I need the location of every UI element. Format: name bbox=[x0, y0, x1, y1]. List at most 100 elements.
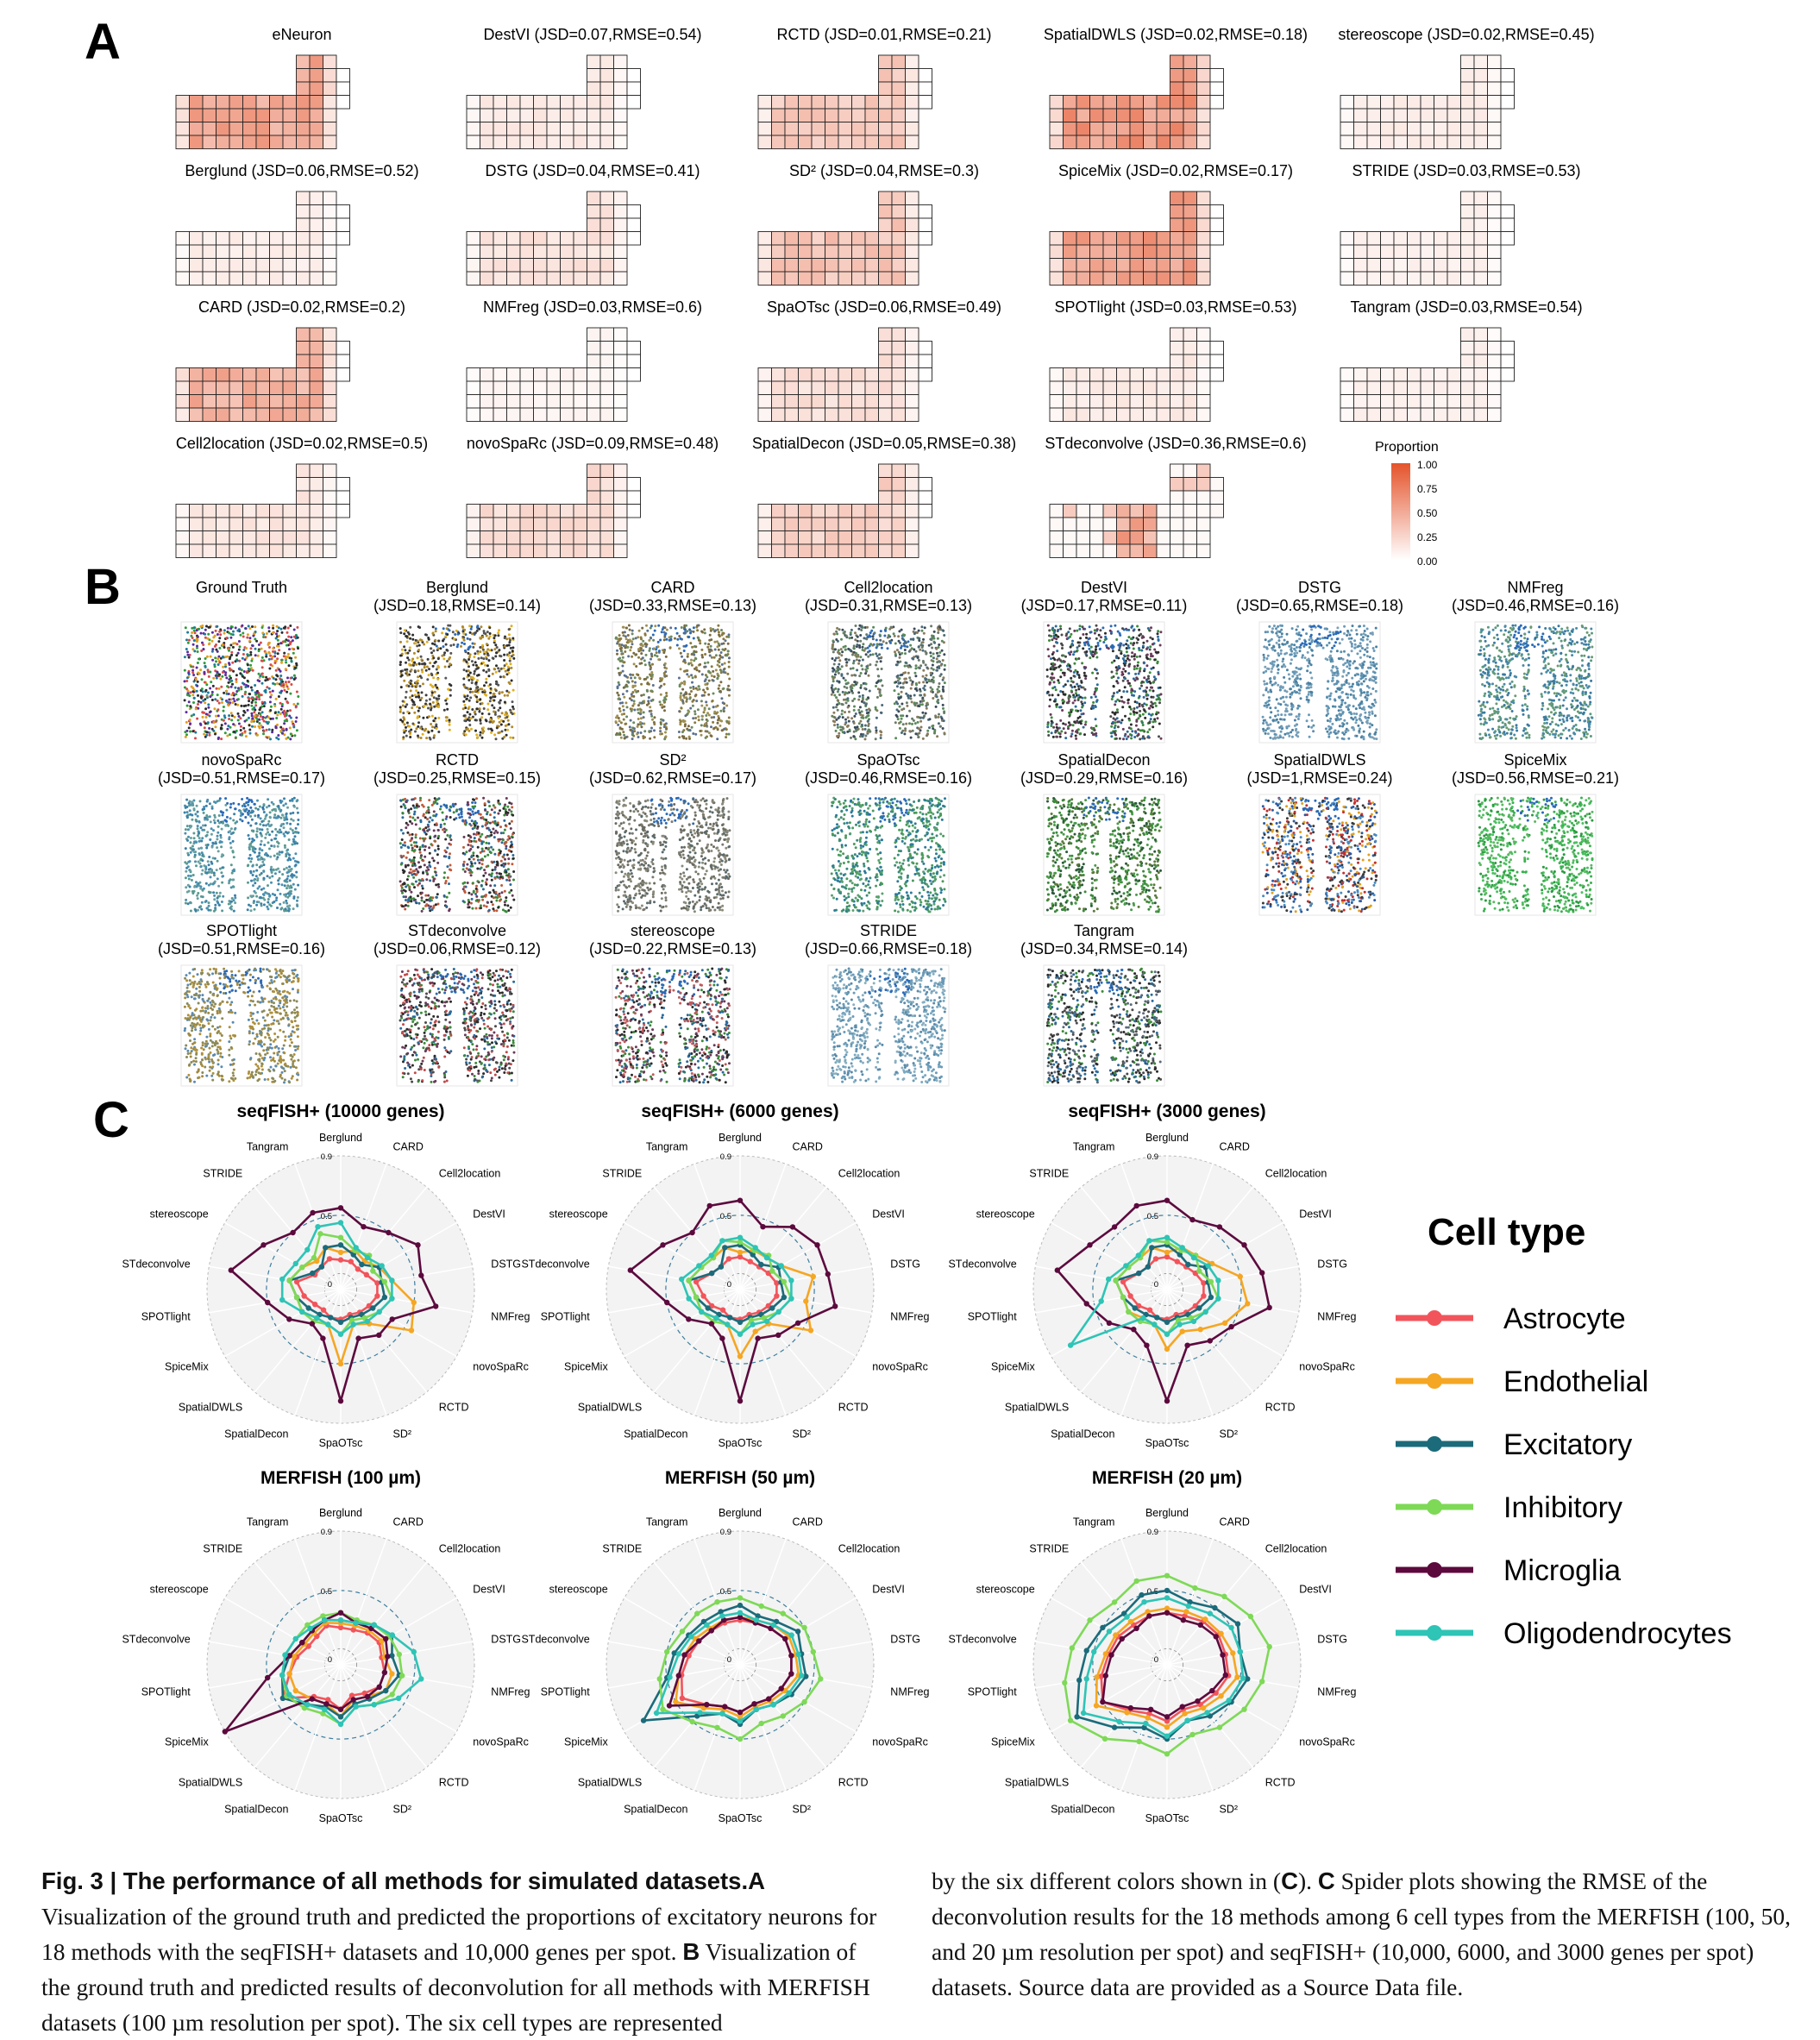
heatmap-cell bbox=[1156, 95, 1170, 110]
cell-dot bbox=[219, 726, 223, 730]
cell-dot bbox=[1146, 627, 1150, 630]
heatmap-cell bbox=[1196, 54, 1211, 69]
cell-dot bbox=[871, 653, 875, 656]
cell-dot bbox=[875, 681, 878, 685]
cell-dot bbox=[1127, 681, 1131, 685]
cell-dot bbox=[862, 716, 865, 719]
heatmap-cell bbox=[587, 122, 601, 136]
cell-dot bbox=[416, 706, 419, 708]
cell-dot bbox=[669, 637, 673, 641]
cell-dot bbox=[279, 679, 283, 681]
cell-dot bbox=[221, 643, 224, 646]
cell-dot bbox=[493, 699, 496, 702]
cell-dot bbox=[844, 644, 847, 648]
heatmap-cell bbox=[613, 407, 628, 422]
heatmap-cell bbox=[1196, 95, 1211, 110]
heatmap-cell bbox=[1116, 244, 1131, 259]
heatmap-cell bbox=[1049, 407, 1064, 422]
cell-dot bbox=[403, 629, 406, 632]
heatmap-cell bbox=[1116, 530, 1131, 545]
cell-dot bbox=[429, 702, 432, 706]
cell-dot bbox=[725, 736, 728, 739]
heatmap-cell bbox=[798, 244, 813, 259]
heatmap-cell bbox=[1460, 204, 1475, 219]
cell-dot bbox=[243, 730, 247, 733]
cell-dot bbox=[1139, 655, 1142, 658]
cell-dot bbox=[710, 725, 712, 729]
cell-dot bbox=[466, 637, 469, 640]
cell-dot bbox=[1149, 645, 1152, 649]
cell-dot bbox=[932, 660, 935, 663]
cell-dot bbox=[485, 677, 488, 681]
cell-dot bbox=[938, 643, 941, 646]
heatmap-cell bbox=[519, 271, 534, 286]
cell-dot bbox=[260, 700, 264, 704]
heatmap-cell bbox=[587, 191, 601, 205]
heatmap-cell bbox=[242, 517, 257, 531]
cell-dot bbox=[219, 656, 223, 660]
heatmap-cell bbox=[216, 407, 230, 422]
heatmap-cell bbox=[905, 81, 919, 96]
heatmap-cell bbox=[784, 543, 799, 558]
cell-dot bbox=[1079, 732, 1083, 735]
cell-dot bbox=[1114, 624, 1117, 627]
heatmap-cell bbox=[175, 367, 190, 382]
heatmap-cell bbox=[269, 530, 284, 545]
heatmap-cell bbox=[613, 504, 628, 518]
cell-dot bbox=[475, 707, 479, 711]
cell-dot bbox=[258, 708, 261, 712]
cell-dot bbox=[1125, 647, 1128, 650]
cell-dot bbox=[480, 716, 484, 719]
cell-dot bbox=[493, 712, 497, 716]
heatmap-cell bbox=[1196, 191, 1211, 205]
cell-dot bbox=[661, 706, 664, 709]
cell-dot bbox=[467, 687, 470, 691]
heatmap-cell bbox=[1143, 95, 1158, 110]
cell-dot bbox=[267, 630, 271, 633]
cell-dot bbox=[836, 725, 839, 729]
cell-dot bbox=[511, 725, 514, 729]
heatmap-cell bbox=[825, 95, 839, 110]
cell-dot bbox=[714, 668, 718, 672]
cell-dot bbox=[635, 653, 638, 656]
heatmap-cell bbox=[242, 258, 257, 273]
cell-dot bbox=[193, 631, 197, 635]
cell-dot bbox=[476, 652, 480, 656]
cell-dot bbox=[1131, 651, 1134, 655]
heatmap-cell bbox=[1143, 530, 1158, 545]
cell-dot bbox=[838, 668, 842, 671]
heatmap-cell bbox=[1143, 543, 1158, 558]
cell-dot bbox=[279, 707, 283, 711]
cell-dot bbox=[507, 723, 511, 726]
cell-dot bbox=[618, 697, 621, 700]
cell-dot bbox=[184, 735, 187, 738]
cell-dot bbox=[847, 719, 850, 723]
heatmap-cell bbox=[480, 407, 494, 422]
cell-dot bbox=[836, 632, 839, 636]
cell-dot bbox=[727, 661, 731, 663]
cell-dot bbox=[1085, 650, 1089, 653]
heatmap-cell bbox=[838, 394, 852, 409]
cell-dot bbox=[913, 701, 916, 705]
cell-dot bbox=[688, 697, 692, 700]
cell-dot bbox=[871, 637, 875, 641]
cell-dot bbox=[840, 665, 844, 668]
cell-dot bbox=[223, 731, 227, 735]
cell-dot bbox=[1154, 704, 1158, 707]
cell-dot bbox=[691, 676, 694, 680]
spatial-map-1: Ground Truth bbox=[180, 579, 303, 744]
cell-dot bbox=[245, 656, 248, 659]
cell-dot bbox=[487, 668, 491, 671]
heatmap-cell bbox=[864, 380, 879, 395]
cell-dot bbox=[619, 736, 623, 739]
cell-dot bbox=[656, 645, 660, 649]
heatmap-cell bbox=[1366, 244, 1381, 259]
heatmap-10: STRIDE (JSD=0.03,RMSE=0.53) bbox=[1340, 162, 1581, 286]
heatmap-cell bbox=[1209, 95, 1224, 110]
cell-dot bbox=[631, 680, 634, 683]
cell-dot bbox=[931, 725, 934, 728]
cell-dot bbox=[277, 734, 280, 737]
cell-dot bbox=[711, 700, 714, 702]
cell-dot bbox=[932, 637, 936, 640]
cell-dot bbox=[857, 691, 861, 694]
